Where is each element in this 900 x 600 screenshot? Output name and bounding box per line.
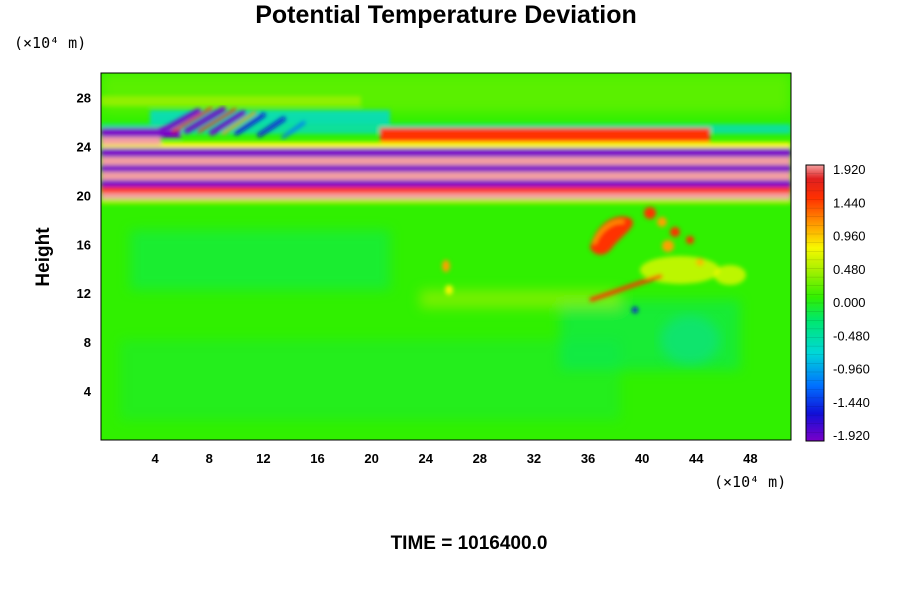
x-tick-label: 12 <box>256 451 270 466</box>
colorbar-tick-label: -0.480 <box>833 328 870 343</box>
colorbar-ticks: 1.920 1.440 0.960 0.480 0.000 -0.480 -0.960 -1.… <box>833 162 870 443</box>
y-unit-label: (×10⁴ m) <box>14 34 86 52</box>
colorbar-bands <box>806 173 824 433</box>
heatmap-plot-area <box>101 73 791 440</box>
colorbar-tick-label: 1.920 <box>833 162 866 177</box>
x-axis-ticks: 4 8 12 16 20 24 28 32 36 40 44 48 <box>152 451 758 466</box>
y-tick-label: 4 <box>84 384 92 399</box>
x-tick-label: 8 <box>206 451 213 466</box>
x-tick-label: 40 <box>635 451 649 466</box>
colorbar-tick-label: 0.480 <box>833 262 866 277</box>
x-tick-label: 4 <box>152 451 160 466</box>
y-tick-label: 24 <box>77 139 92 154</box>
y-tick-label: 28 <box>77 90 91 105</box>
x-tick-label: 36 <box>581 451 595 466</box>
x-tick-label: 48 <box>743 451 757 466</box>
colorbar-tick-label: 1.440 <box>833 195 866 210</box>
heatmap-wave-band <box>101 96 791 204</box>
y-tick-label: 20 <box>77 188 91 203</box>
y-axis-title: Height <box>33 227 54 287</box>
colorbar-scale <box>805 164 825 442</box>
colorbar-tick-label: -1.440 <box>833 395 870 410</box>
x-tick-label: 20 <box>364 451 378 466</box>
x-tick-label: 32 <box>527 451 541 466</box>
heatmap-lower-structures <box>660 315 720 365</box>
x-tick-label: 28 <box>473 451 487 466</box>
colorbar-tick-label: 0.960 <box>833 229 866 244</box>
colorbar-tick-label: -0.960 <box>833 362 870 377</box>
x-tick-label: 24 <box>418 451 433 466</box>
y-tick-label: 12 <box>77 286 91 301</box>
heatmap-gravity-waves <box>158 105 306 140</box>
heatmap-background-texture <box>101 73 791 420</box>
plot-frame <box>100 72 792 441</box>
x-unit-label: (×10⁴ m) <box>714 473 786 491</box>
y-tick-label: 16 <box>77 237 91 252</box>
x-tick-label: 44 <box>689 451 704 466</box>
colorbar-tick-label: 0.000 <box>833 295 866 310</box>
y-tick-label: 8 <box>84 335 91 350</box>
colorbar-tick-label: -1.920 <box>833 428 870 443</box>
time-label: TIME = 1016400.0 <box>391 533 548 554</box>
heatmap-convective-plume <box>442 207 746 313</box>
y-axis-ticks: 4 8 12 16 20 24 28 <box>77 90 92 399</box>
colorbar: 1.920 1.440 0.960 0.480 0.000 -0.480 -0.960 -1.… <box>805 162 870 443</box>
chart-title: Potential Temperature Deviation <box>255 1 637 29</box>
x-tick-label: 16 <box>310 451 324 466</box>
